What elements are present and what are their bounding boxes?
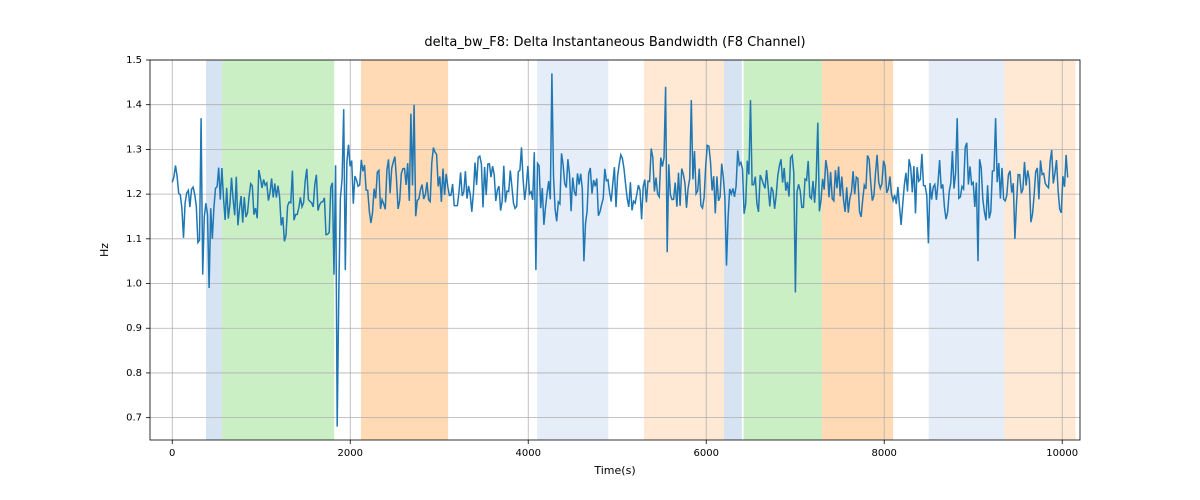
y-tick-label: 0.8	[126, 368, 142, 379]
x-tick-label: 2000	[338, 448, 363, 459]
band	[644, 60, 724, 440]
chart-container: 0 2000 4000 6000 8000 10000 0.7 0.8 0.9 1.0 1.1 1.2…	[0, 0, 1200, 500]
band	[929, 60, 1005, 440]
x-tick-label: 0	[169, 448, 175, 459]
band	[361, 60, 448, 440]
y-tick-label: 1.4	[126, 100, 142, 111]
band	[1004, 60, 1075, 440]
x-axis-label: Time(s)	[593, 464, 635, 477]
y-tick-label: 1.0	[126, 279, 142, 290]
band	[222, 60, 334, 440]
band	[537, 60, 608, 440]
chart-title: delta_bw_F8: Delta Instantaneous Bandwid…	[424, 35, 805, 50]
y-tick-label: 1.3	[126, 144, 142, 155]
band	[744, 60, 822, 440]
y-tick-label: 1.2	[126, 189, 142, 200]
y-tick-label: 1.1	[126, 234, 142, 245]
y-tick-label: 0.9	[126, 323, 142, 334]
band	[822, 60, 893, 440]
x-tick-label: 6000	[693, 448, 718, 459]
x-tick-label: 10000	[1046, 448, 1078, 459]
line-chart: 0 2000 4000 6000 8000 10000 0.7 0.8 0.9 1.0 1.1 1.2…	[0, 0, 1200, 500]
y-tick-label: 0.7	[126, 413, 142, 424]
y-tick-label: 1.5	[126, 55, 142, 66]
x-tick-label: 8000	[871, 448, 896, 459]
x-tick-label: 4000	[516, 448, 541, 459]
y-axis-label: Hz	[98, 243, 111, 257]
